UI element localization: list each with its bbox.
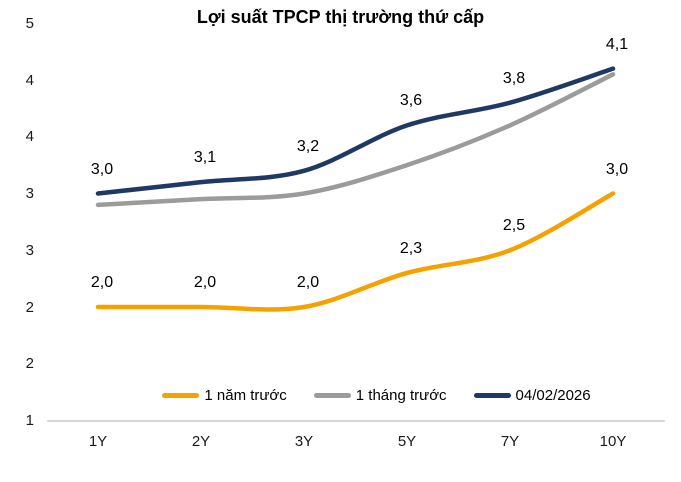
legend-swatch (313, 393, 351, 398)
data-label: 3,1 (193, 149, 217, 167)
y-tick-label: 2 (25, 298, 34, 316)
legend-label: 1 năm trước (204, 387, 287, 404)
y-tick-label: 4 (25, 128, 34, 146)
data-label: 4,1 (605, 35, 629, 53)
x-tick-label: 1Y (88, 433, 108, 450)
y-tick-label: 5 (25, 14, 34, 32)
data-label: 2,0 (193, 274, 217, 291)
y-tick-label: 4 (25, 71, 34, 89)
y-tick-label: 2 (25, 355, 34, 373)
x-tick-label: 7Y (500, 433, 520, 450)
x-tick-label: 2Y (191, 433, 211, 450)
chart-title: Lợi suất TPCP thị trường thứ cấp (196, 7, 485, 27)
x-tick-label: 3Y (294, 433, 314, 450)
legend-label: 1 tháng trước (355, 387, 447, 404)
series-line (95, 191, 616, 312)
legend-swatch (473, 393, 511, 398)
data-label: 2,0 (90, 274, 114, 291)
data-label: 3,0 (90, 160, 114, 178)
data-label: 2,3 (399, 239, 423, 257)
x-axis-line (47, 420, 665, 422)
legend-item: 1 năm trước (162, 387, 287, 404)
data-label: 3,8 (502, 69, 526, 87)
series-line (95, 66, 616, 196)
data-label: 3,2 (296, 137, 320, 155)
data-label: 3,0 (605, 160, 629, 178)
legend-item: 1 tháng trước (313, 387, 447, 404)
data-label: 2,5 (502, 217, 526, 235)
series-line (95, 72, 616, 208)
x-tick-label: 10Y (599, 433, 627, 450)
y-tick-label: 1 (25, 412, 34, 429)
y-tick-label: 3 (25, 185, 34, 202)
y-tick-label: 3 (25, 241, 34, 259)
data-label: 2,0 (296, 274, 320, 291)
x-tick-label: 5Y (397, 433, 417, 450)
legend-swatch (162, 393, 200, 398)
data-label: 3,6 (399, 92, 423, 110)
legend: 1 năm trước 1 tháng trước 04/02/2026 (0, 387, 681, 404)
legend-item: 04/02/2026 (473, 387, 591, 404)
legend-label: 04/02/2026 (515, 387, 591, 404)
